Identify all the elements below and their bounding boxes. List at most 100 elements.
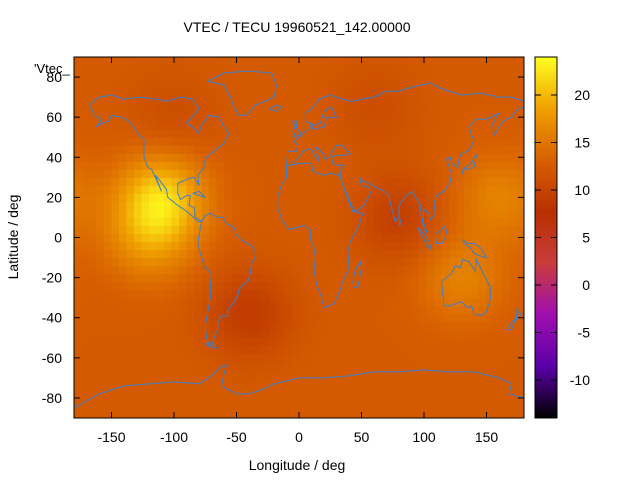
heatmap-cell xyxy=(164,401,173,411)
heatmap-cell xyxy=(351,73,360,82)
heatmap-cell xyxy=(111,81,120,90)
heatmap-cell xyxy=(494,337,503,347)
heatmap-cell xyxy=(366,401,375,411)
heatmap-cell xyxy=(494,249,503,259)
heatmap-cell xyxy=(351,321,360,331)
heatmap-cell xyxy=(419,401,428,411)
heatmap-cell xyxy=(359,297,368,307)
heatmap-cell xyxy=(494,121,503,130)
heatmap-cell xyxy=(269,113,278,122)
heatmap-cell xyxy=(254,145,263,154)
heatmap-cell xyxy=(381,313,390,323)
heatmap-cell xyxy=(449,385,458,395)
heatmap-cell xyxy=(359,369,368,379)
heatmap-cell xyxy=(186,73,195,82)
heatmap-cell xyxy=(509,273,518,283)
heatmap-cell xyxy=(329,129,338,138)
heatmap-cell xyxy=(194,265,203,275)
heatmap-cell xyxy=(404,57,413,66)
heatmap-cell xyxy=(246,73,255,82)
heatmap-cell xyxy=(441,313,450,323)
heatmap-cell xyxy=(456,273,465,283)
heatmap-cell xyxy=(404,177,413,186)
heatmap-cell xyxy=(119,81,128,90)
heatmap-cell xyxy=(464,233,473,243)
heatmap-cell xyxy=(194,209,203,219)
heatmap-cell xyxy=(381,265,390,275)
heatmap-cell xyxy=(419,241,428,251)
heatmap-cell xyxy=(239,385,248,395)
heatmap-cell xyxy=(411,393,420,403)
heatmap-cell xyxy=(486,361,495,371)
heatmap-cell xyxy=(471,345,480,355)
heatmap-cell xyxy=(284,153,293,162)
heatmap-cell xyxy=(89,353,98,363)
heatmap-cell xyxy=(509,377,518,387)
heatmap-cell xyxy=(291,337,300,347)
heatmap-cell xyxy=(141,201,150,211)
heatmap-cell xyxy=(471,177,480,186)
heatmap-cell xyxy=(321,121,330,130)
heatmap-cell xyxy=(441,129,450,138)
heatmap-cell xyxy=(359,81,368,90)
heatmap-cell xyxy=(381,289,390,299)
heatmap-cell xyxy=(321,289,330,299)
heatmap-cell xyxy=(434,209,443,219)
heatmap-cell xyxy=(104,265,113,275)
heatmap-cell xyxy=(216,209,225,219)
heatmap-cell xyxy=(426,305,435,315)
heatmap-cell xyxy=(501,265,510,275)
heatmap-cell xyxy=(96,57,105,66)
heatmap-cell xyxy=(456,377,465,387)
heatmap-cell xyxy=(381,185,390,194)
heatmap-cell xyxy=(344,409,353,418)
heatmap-cell xyxy=(224,137,233,146)
heatmap-cell xyxy=(239,281,248,291)
heatmap-cell xyxy=(239,265,248,275)
heatmap-cell xyxy=(486,241,495,251)
heatmap-cell xyxy=(119,305,128,315)
heatmap-cell xyxy=(261,265,270,275)
heatmap-cell xyxy=(306,353,315,363)
heatmap-cell xyxy=(314,129,323,138)
heatmap-cell xyxy=(111,217,120,227)
heatmap-cell xyxy=(351,105,360,114)
heatmap-cell xyxy=(411,113,420,122)
heatmap-cell xyxy=(396,225,405,235)
heatmap-cell xyxy=(291,233,300,243)
heatmap-cell xyxy=(179,65,188,74)
heatmap-cell xyxy=(471,369,480,379)
y-tick-label: 20 xyxy=(46,189,62,205)
heatmap-cell xyxy=(179,81,188,90)
heatmap-cell xyxy=(104,177,113,186)
heatmap-cell xyxy=(396,121,405,130)
heatmap-cell xyxy=(494,161,503,170)
heatmap-cell xyxy=(194,113,203,122)
heatmap-cell xyxy=(156,361,165,371)
heatmap-cell xyxy=(96,289,105,299)
heatmap-cell xyxy=(516,137,524,146)
heatmap-cell xyxy=(344,289,353,299)
heatmap-cell xyxy=(119,289,128,299)
heatmap-cell xyxy=(456,209,465,219)
heatmap-cell xyxy=(426,177,435,186)
heatmap-cell xyxy=(291,289,300,299)
heatmap-cell xyxy=(359,249,368,259)
heatmap-cell xyxy=(179,345,188,355)
heatmap-cell xyxy=(329,137,338,146)
heatmap-cell xyxy=(246,321,255,331)
heatmap-cell xyxy=(231,297,240,307)
heatmap-cell xyxy=(239,337,248,347)
heatmap-cell xyxy=(359,65,368,74)
heatmap-cell xyxy=(96,281,105,291)
heatmap-cell xyxy=(209,65,218,74)
heatmap-cell xyxy=(471,105,480,114)
heatmap-cell xyxy=(111,281,120,291)
heatmap-cell xyxy=(201,81,210,90)
heatmap-cell xyxy=(284,97,293,106)
heatmap-cell xyxy=(449,377,458,387)
heatmap-cell xyxy=(141,409,150,418)
heatmap-cell xyxy=(156,385,165,395)
heatmap-cell xyxy=(134,329,143,339)
heatmap-cell xyxy=(164,233,173,243)
